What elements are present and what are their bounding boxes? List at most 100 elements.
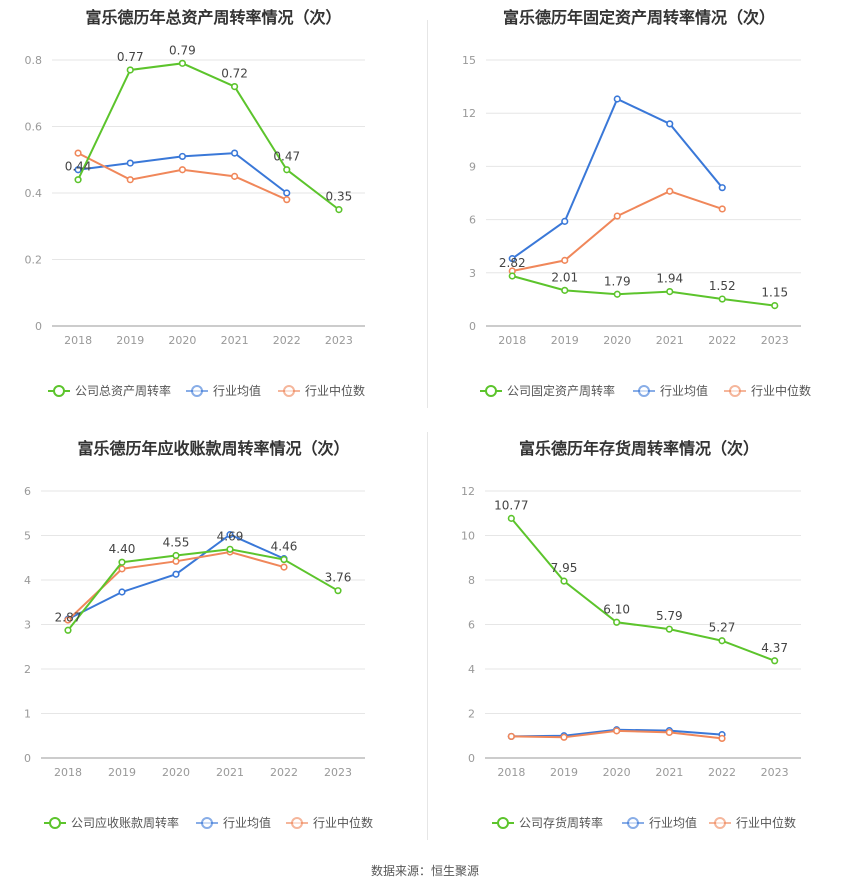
data-label: 0.35 [326,190,353,204]
x-tick-label: 2022 [708,334,736,347]
average-point [172,570,180,578]
legend-item-average: 行业均值 [633,383,708,398]
chart-receivables-turnover: 0 1 2 3 4 5 6 2018 2019 2020 2021 2022 2023 2.87 4.40 4… [24,485,373,830]
panel-divider-top [427,20,428,408]
average-point [283,189,291,197]
data-label: 0.77 [117,50,144,64]
chart-panel-inventory-turnover: 富乐德历年存货周转率情况（次） 0 2 4 6 8 10 12 2018 2019 2020 202… [428,425,850,845]
median-point [613,212,621,220]
chart-title: 富乐德历年应收账款周转率情况（次） [77,439,350,458]
x-tick-label: 2021 [656,334,684,347]
company-point [172,551,180,560]
average-point [508,255,516,263]
company-point [771,657,779,665]
company-point [126,66,134,74]
x-tick-label: 2022 [270,766,298,779]
company-point [560,577,568,585]
legend-label: 行业中位数 [736,815,796,830]
legend-item-company: 公司固定资产周转率 [480,383,615,398]
average-point [126,159,134,167]
y-tick-label: 15 [462,54,476,67]
legend-marker-icon [729,385,741,397]
y-tick-label: 0.4 [25,187,43,200]
company-point [718,637,726,645]
data-source-note: 数据来源：恒生聚源 [370,864,479,878]
company-point [507,514,515,522]
legend-label: 公司总资产周转率 [75,383,171,398]
median-point [560,733,568,741]
data-label: 2.82 [499,256,526,270]
legend-item-company: 公司存货周转率 [492,815,603,830]
legend-marker-icon [638,385,650,397]
data-label: 6.10 [603,602,630,616]
x-tick-label: 2023 [324,766,352,779]
legend-item-average: 行业均值 [196,815,271,830]
legend-label: 行业均值 [223,815,271,830]
median-point [280,563,288,571]
legend-marker-icon [485,385,497,397]
data-label: 0.44 [65,160,92,174]
average-point [561,217,569,225]
legend-marker-icon [201,817,213,829]
legend-item-median: 行业中位数 [724,383,811,398]
chart-panel-total-asset-turnover: 富乐德历年总资产周转率情况（次） 0 0.2 0.4 0.6 0.8 2018 2019 20… [0,0,427,410]
average-point [666,120,674,128]
median-point [126,176,134,184]
company-series-line [510,517,776,662]
legend-marker-icon [53,385,65,397]
x-tick-label: 2019 [108,766,136,779]
median-point [118,565,126,573]
legend-item-average: 行业均值 [186,383,261,398]
x-tick-label: 2021 [216,766,244,779]
x-tick-label: 2019 [551,334,579,347]
data-label: 5.27 [709,621,736,635]
y-tick-label: 3 [24,619,31,632]
legend-label: 行业中位数 [305,383,365,398]
y-tick-label: 6 [469,214,476,227]
median-point [507,732,515,741]
company-series-line [511,275,775,307]
company-point [718,295,726,303]
average-point [178,152,187,161]
median-point [64,616,72,624]
legend-marker-icon [497,817,509,829]
median-point [718,734,726,743]
legend-label: 行业中位数 [313,815,373,830]
x-tick-label: 2023 [761,766,789,779]
x-tick-label: 2019 [116,334,144,347]
company-point [665,625,673,633]
company-point [230,82,239,91]
company-point [74,176,82,184]
data-label: 0.47 [273,150,300,164]
panel-divider-bottom [427,432,428,840]
legend-item-median: 行业中位数 [286,815,373,830]
average-point [118,588,126,596]
y-tick-label: 3 [469,267,476,280]
company-point [64,626,72,634]
average-point [226,531,234,539]
average-point [230,149,239,157]
x-tick-label: 2021 [655,766,683,779]
legend-label: 公司存货周转率 [519,815,603,830]
chart-title: 富乐德历年总资产周转率情况（次） [85,8,342,27]
y-tick-label: 2 [24,663,31,676]
legend-marker-icon [291,817,303,829]
data-label: 4.55 [163,536,190,550]
x-tick-label: 2023 [325,334,353,347]
data-label: 10.77 [494,498,528,512]
y-tick-label: 6 [468,619,475,632]
y-tick-label: 0 [469,320,476,333]
legend-item-company: 公司应收账款周转率 [44,815,179,830]
x-tick-label: 2020 [168,334,196,347]
y-tick-label: 12 [462,107,476,120]
median-point [561,256,569,264]
y-tick-label: 12 [461,485,475,498]
y-tick-label: 2 [468,708,475,721]
chart-panel-fixed-asset-turnover: 富乐德历年固定资产周转率情况（次） 0 3 6 9 12 15 2018 2019 2020 20… [428,0,850,410]
chart-panel-receivables-turnover: 富乐德历年应收账款周转率情况（次） 0 1 2 3 4 5 6 2018 2019 2020 202… [0,425,427,845]
x-tick-label: 2020 [603,334,631,347]
legend-item-average: 行业均值 [622,815,697,830]
legend-item-median: 行业中位数 [278,383,365,398]
legend-label: 行业中位数 [751,383,811,398]
company-point [335,206,343,214]
